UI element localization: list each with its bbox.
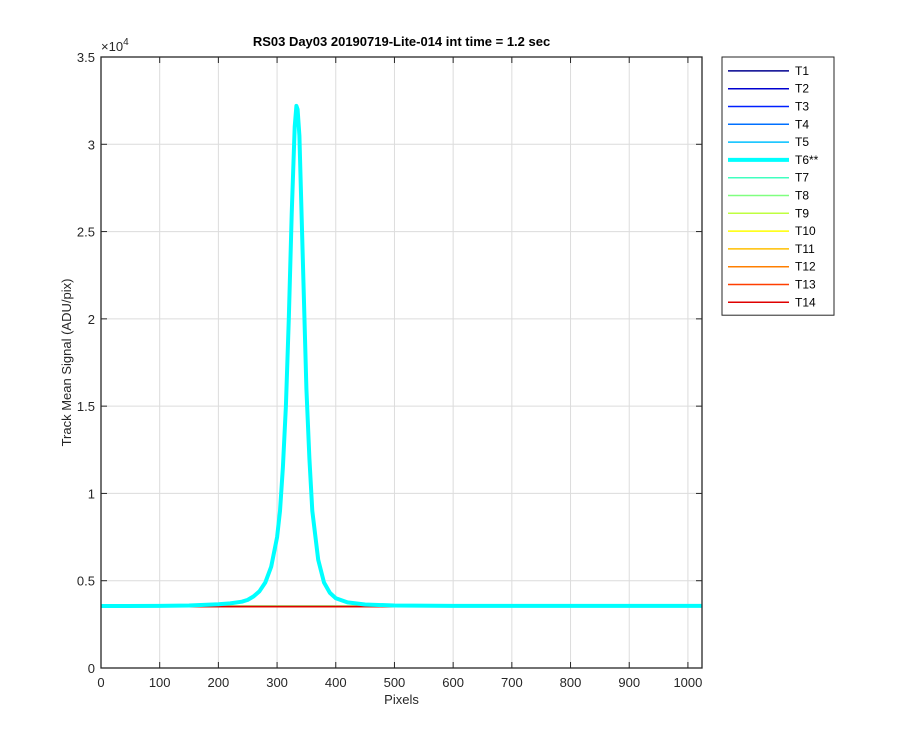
x-tick-label: 0 bbox=[97, 675, 104, 690]
x-tick-label: 1000 bbox=[673, 675, 702, 690]
legend-label: T9 bbox=[795, 206, 809, 220]
x-tick-label: 700 bbox=[501, 675, 523, 690]
x-tick-label: 600 bbox=[442, 675, 464, 690]
x-axis-label: Pixels bbox=[384, 692, 419, 707]
legend-box bbox=[721, 56, 835, 316]
legend-label: T2 bbox=[795, 82, 809, 96]
legend-label: T10 bbox=[795, 224, 816, 238]
legend-label: T7 bbox=[795, 171, 809, 185]
y-axis-label: Track Mean Signal (ADU/pix) bbox=[59, 279, 74, 447]
y-tick-label: 0 bbox=[88, 661, 95, 676]
y-tick-label: 2 bbox=[88, 312, 95, 327]
legend-label: T5 bbox=[795, 135, 809, 149]
x-axis-ticks: 0 100 200 300 400 500 600 700 800 900 1000 bbox=[97, 57, 702, 690]
series-line-t6 bbox=[100, 103, 702, 608]
legend-label: T13 bbox=[795, 278, 816, 292]
legend-label: T14 bbox=[795, 295, 816, 309]
y-tick-label: 3 bbox=[88, 137, 95, 152]
legend-label: T3 bbox=[795, 100, 809, 114]
grid-lines bbox=[101, 57, 702, 668]
legend-label: T4 bbox=[795, 117, 809, 131]
legend-label: T11 bbox=[795, 242, 815, 256]
y-exponent-label: ×104 bbox=[101, 37, 129, 54]
y-tick-label: 0.5 bbox=[77, 574, 95, 589]
legend-label: T8 bbox=[795, 189, 809, 203]
plot-axes: 0 100 200 300 400 500 600 700 800 900 1000 0 0.5 1 1.… bbox=[77, 50, 703, 690]
x-tick-label: 400 bbox=[325, 675, 347, 690]
x-tick-label: 900 bbox=[618, 675, 640, 690]
legend-label: T6** bbox=[795, 153, 819, 167]
legend: T1 T2 T3 T4 T5 T6** T7 T8 T9 T10 T11 T12 T13 T14 bbox=[721, 56, 835, 316]
x-tick-label: 500 bbox=[384, 675, 406, 690]
series-lines bbox=[100, 103, 702, 608]
y-tick-label: 1 bbox=[88, 486, 95, 501]
x-tick-label: 300 bbox=[266, 675, 288, 690]
chart-title: RS03 Day03 20190719-Lite-014 int time = … bbox=[253, 34, 550, 49]
y-axis-ticks: 0 0.5 1 1.5 2 2.5 3 3.5 bbox=[77, 50, 702, 676]
y-tick-label: 1.5 bbox=[77, 399, 95, 414]
plot-frame bbox=[100, 56, 703, 669]
x-tick-label: 800 bbox=[560, 675, 582, 690]
x-tick-label: 200 bbox=[208, 675, 230, 690]
legend-label: T1 bbox=[795, 64, 809, 78]
x-tick-label: 100 bbox=[149, 675, 171, 690]
y-tick-label: 2.5 bbox=[77, 225, 95, 240]
plot-area bbox=[101, 57, 702, 668]
y-tick-label: 3.5 bbox=[77, 50, 95, 65]
legend-label: T12 bbox=[795, 260, 816, 274]
